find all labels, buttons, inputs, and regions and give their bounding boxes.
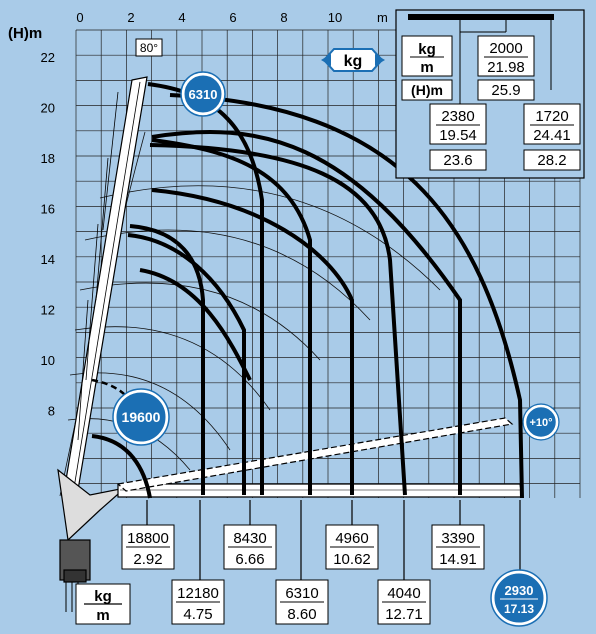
load-curves: [91, 82, 524, 499]
crane-boom: [57, 76, 148, 612]
x-tick-label: 4: [178, 10, 185, 25]
arrow-left-icon: [321, 54, 331, 66]
load-label-m: 8.60: [287, 606, 316, 623]
kg-label: kg: [344, 53, 363, 70]
y-tick-label: 8: [48, 404, 55, 419]
y-tick-label: 14: [41, 252, 55, 267]
load-label-m: 6.66: [235, 551, 264, 568]
badge-bottom-line2: 17.13: [504, 602, 534, 616]
inset-header-kg: kg: [418, 41, 436, 58]
load-labels: 18800 2.92 12180 4.75 8430 6.66 6310 8.60 4960 10…: [121, 524, 485, 625]
inset-cell-0-h: 25.9: [491, 82, 520, 99]
load-label-m: 2.92: [133, 551, 162, 568]
inset-cell-1-m: 19.54: [439, 127, 477, 144]
inset-cell-1-h: 23.6: [443, 152, 472, 169]
load-label-m: 10.62: [333, 551, 371, 568]
angle-label: 80°: [140, 41, 158, 55]
x-tick-label: 8: [280, 10, 287, 25]
legend-m: m: [96, 607, 109, 624]
inset-cell-2-h: 28.2: [537, 152, 566, 169]
inset-cell-0-kg: 2000: [489, 40, 522, 57]
x-tick-label: 2: [127, 10, 134, 25]
inset-cell-0-m: 21.98: [487, 59, 525, 76]
y-tick-label: 12: [41, 303, 55, 318]
x-axis-unit: m: [377, 10, 388, 25]
y-tick-label: 18: [41, 151, 55, 166]
badge-top-label: 6310: [189, 87, 218, 102]
y-tick-label: 20: [41, 101, 55, 116]
inset-cell-2-m: 24.41: [533, 127, 571, 144]
load-label-kg: 4960: [335, 530, 368, 547]
y-tick-label: 16: [41, 202, 55, 217]
x-tick-label: 0: [76, 10, 83, 25]
badge-angle-label: +10°: [529, 417, 552, 429]
x-tick-label: 6: [229, 10, 236, 25]
badge-left: 19600: [112, 388, 170, 446]
load-label-kg: 3390: [441, 530, 474, 547]
inset-header-m: m: [420, 59, 433, 76]
y-tick-label: 22: [41, 50, 55, 65]
arrow-right-icon: [375, 54, 385, 66]
y-tick-label: 10: [41, 353, 55, 368]
drop-lines: [146, 500, 521, 580]
load-label-m: 12.71: [385, 606, 423, 623]
inset-cell-1-kg: 2380: [441, 108, 474, 125]
inset-panel: kg m (H)m 2000 21.98 25.9 2380 19.54 23.…: [395, 9, 585, 179]
x-tick-label: 10: [328, 10, 342, 25]
badge-bottom: 2930 17.13: [490, 569, 548, 627]
load-label-m: 4.75: [183, 606, 212, 623]
load-label-kg: 8430: [233, 530, 266, 547]
load-label-kg: 6310: [285, 585, 318, 602]
badge-left-label: 19600: [122, 409, 161, 425]
inset-cell-2-kg: 1720: [535, 108, 568, 125]
load-label-kg: 4040: [387, 585, 420, 602]
badge-top: 6310: [180, 71, 226, 117]
angle-label-box: [135, 38, 163, 57]
badge-bottom-line1: 2930: [505, 583, 534, 598]
legend-kg: kg: [94, 588, 112, 605]
inset-header-h: (H)m: [411, 82, 443, 98]
x-tick-labels: 0 2 4 6 8 10: [76, 10, 342, 25]
y-axis-label: (H)m: [8, 25, 42, 42]
load-label-kg: 18800: [127, 530, 169, 547]
y-tick-labels: 22 20 18 16 14 12 10 8: [41, 50, 55, 419]
load-label-m: 14.91: [439, 551, 477, 568]
badge-angle: +10°: [522, 403, 560, 441]
load-label-kg: 12180: [177, 585, 219, 602]
